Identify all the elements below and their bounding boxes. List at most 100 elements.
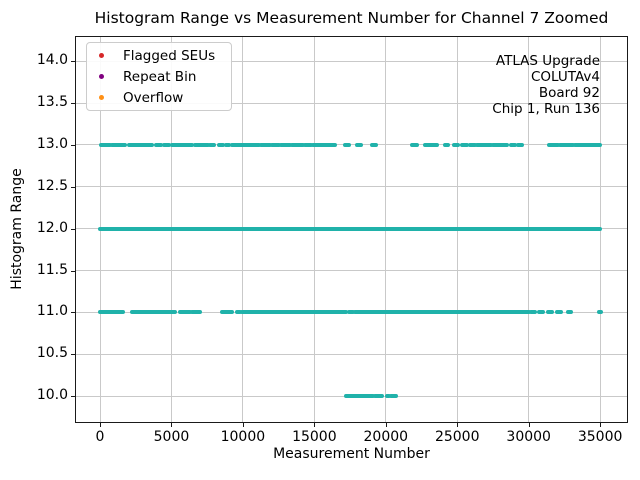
scatter-segment-histogram-range-11 — [554, 310, 563, 315]
x-tick-label: 10000 — [220, 429, 266, 445]
gridline-y — [75, 60, 628, 62]
x-tick-mark — [242, 423, 244, 427]
y-tick-mark — [71, 270, 75, 272]
y-tick-mark — [71, 103, 75, 104]
y-tick-label: 10.0 — [36, 387, 68, 404]
x-tick-mark — [171, 423, 173, 427]
scatter-segment-histogram-range-13 — [423, 142, 439, 147]
scatter-segment-histogram-range-13 — [258, 142, 273, 147]
gridline-y — [75, 270, 628, 272]
scatter-segment-histogram-range-11 — [130, 310, 177, 315]
scatter-segment-histogram-range-13 — [468, 142, 478, 147]
scatter-segment-histogram-range-11 — [178, 310, 193, 315]
scatter-segment-histogram-range-11 — [109, 310, 125, 315]
scatter-segment-histogram-range-10 — [384, 394, 391, 399]
legend-label: Repeat Bin — [123, 68, 197, 85]
scatter-segment-histogram-range-11 — [190, 310, 203, 315]
scatter-segment-histogram-range-13 — [310, 142, 338, 147]
legend-label: Flagged SEUs — [123, 47, 216, 64]
y-tick-mark — [71, 186, 75, 188]
annotation-line: COLUTAv4 — [530, 69, 600, 85]
y-tick-label: 12.0 — [36, 219, 68, 236]
y-tick-label: 14.0 — [36, 52, 68, 69]
scatter-segment-histogram-range-13 — [290, 142, 305, 147]
y-tick-mark — [71, 396, 75, 398]
scatter-segment-histogram-range-12 — [98, 226, 603, 231]
x-tick-label: 5000 — [153, 429, 190, 445]
x-tick-label: 15000 — [292, 429, 337, 445]
x-tick-mark — [457, 423, 459, 427]
scatter-segment-histogram-range-11 — [220, 310, 235, 315]
scatter-segment-histogram-range-13 — [99, 142, 112, 147]
scatter-segment-histogram-range-13 — [223, 142, 232, 147]
y-tick-label: 11.5 — [36, 261, 68, 278]
y-tick-label: 10.5 — [36, 345, 68, 362]
scatter-segment-histogram-range-13 — [515, 142, 524, 147]
scatter-segment-histogram-range-11 — [537, 310, 545, 315]
legend-item: Repeat Bin — [87, 66, 231, 87]
gridline-y — [75, 144, 628, 146]
legend-marker-icon — [99, 95, 104, 100]
y-tick-label: 13.5 — [36, 94, 68, 110]
scatter-segment-histogram-range-13 — [278, 142, 293, 147]
legend-item: Flagged SEUs — [87, 45, 231, 66]
legend-marker-icon — [99, 53, 104, 58]
gridline-y — [75, 353, 628, 355]
x-axis-label: Measurement Number — [273, 446, 430, 462]
scatter-segment-histogram-range-13 — [573, 142, 603, 147]
scatter-segment-histogram-range-10 — [360, 394, 375, 399]
scatter-segment-histogram-range-13 — [110, 142, 127, 147]
scatter-segment-histogram-range-10 — [373, 394, 385, 399]
scatter-segment-histogram-range-11 — [235, 310, 243, 315]
scatter-segment-histogram-range-13 — [443, 142, 451, 147]
scatter-segment-histogram-range-13 — [217, 142, 226, 147]
scatter-segment-histogram-range-11 — [346, 310, 355, 315]
scatter-segment-histogram-range-13 — [270, 142, 281, 147]
chart-title: Histogram Range vs Measurement Number fo… — [94, 9, 609, 27]
scatter-segment-histogram-range-13 — [370, 142, 378, 147]
y-tick-label: 11.0 — [36, 303, 68, 320]
scatter-segment-histogram-range-13 — [410, 142, 419, 147]
x-tick-mark — [600, 423, 602, 427]
x-tick-mark — [100, 423, 101, 427]
scatter-segment-histogram-range-11 — [240, 310, 349, 315]
y-tick-mark — [71, 61, 75, 63]
scatter-segment-histogram-range-13 — [229, 142, 261, 147]
x-tick-label: 35000 — [577, 429, 623, 445]
scatter-segment-histogram-range-13 — [207, 142, 217, 147]
scatter-segment-histogram-range-13 — [303, 142, 313, 147]
annotation-line: Board 92 — [538, 85, 600, 101]
annotation-line: ATLAS Upgrade — [495, 53, 600, 69]
x-tick-label: 30000 — [506, 429, 551, 445]
scatter-segment-histogram-range-13 — [451, 142, 461, 147]
annotation: ATLAS Upgrade COLUTAv4 Board 92 Chip 1, Run… — [492, 53, 600, 117]
scatter-segment-histogram-range-13 — [127, 142, 154, 147]
scatter-segment-histogram-range-13 — [193, 142, 210, 147]
scatter-segment-histogram-range-13 — [153, 142, 164, 147]
scatter-segment-histogram-range-13 — [546, 142, 560, 147]
scatter-segment-histogram-range-10 — [392, 394, 399, 399]
y-tick-mark — [71, 228, 75, 230]
legend-marker-icon — [99, 74, 104, 79]
scatter-segment-histogram-range-13 — [475, 142, 493, 147]
scatter-segment-histogram-range-13 — [355, 142, 363, 147]
scatter-segment-histogram-range-13 — [343, 142, 351, 147]
gridline-y — [75, 186, 628, 188]
scatter-segment-histogram-range-11 — [545, 310, 554, 315]
x-tick-label: 20000 — [363, 429, 409, 445]
y-tick-label: 12.5 — [36, 177, 68, 194]
scatter-segment-histogram-range-11 — [98, 310, 112, 315]
y-tick-label: 13.0 — [36, 135, 68, 152]
scatter-segment-histogram-range-10 — [389, 394, 396, 399]
scatter-segment-histogram-range-11 — [353, 310, 531, 315]
y-tick-mark — [71, 144, 75, 146]
y-tick-mark — [71, 312, 75, 314]
gridline-y — [75, 102, 628, 104]
x-tick-mark — [314, 423, 316, 427]
x-tick-mark — [528, 423, 530, 427]
scatter-segment-histogram-range-13 — [460, 142, 470, 147]
